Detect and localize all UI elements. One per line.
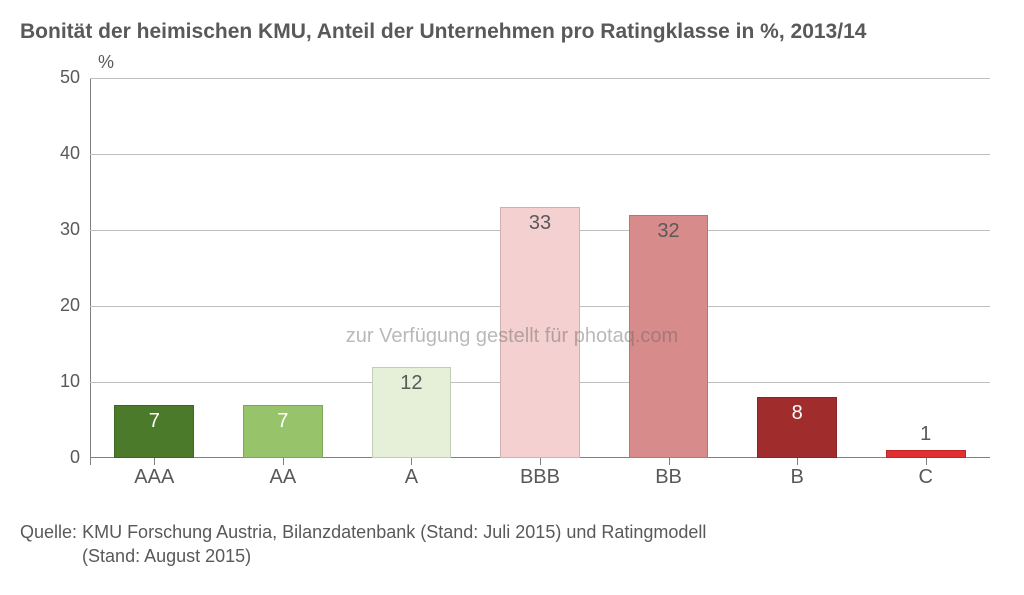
- y-axis-line: [90, 78, 91, 458]
- x-tick-mark: [283, 458, 284, 465]
- chart-title: Bonität der heimischen KMU, Anteil der U…: [20, 20, 1004, 44]
- y-tick-label: 30: [40, 219, 80, 240]
- bar-value-label: 7: [114, 410, 194, 433]
- x-tick-label: B: [733, 466, 862, 489]
- chart-container: Bonität der heimischen KMU, Anteil der U…: [0, 0, 1024, 595]
- y-tick-label: 50: [40, 67, 80, 88]
- x-tick-label: BBB: [476, 466, 605, 489]
- y-tick-label: 10: [40, 371, 80, 392]
- x-tick-mark: [540, 458, 541, 465]
- y-axis-title: %: [98, 52, 114, 73]
- x-tick-mark: [797, 458, 798, 465]
- x-tick-mark: [154, 458, 155, 465]
- x-tick-label: BB: [604, 466, 733, 489]
- plot-area: 010203040507AAA7AA12A33BBB32BB8B1C: [90, 78, 990, 458]
- source-label: Quelle:: [20, 522, 77, 542]
- y-tick-label: 0: [40, 447, 80, 468]
- source-citation: Quelle: KMU Forschung Austria, Bilanzdat…: [20, 520, 706, 569]
- x-tick-mark: [411, 458, 412, 465]
- x-tick-label: A: [347, 466, 476, 489]
- x-tick-label: AA: [219, 466, 348, 489]
- bar-value-label: 8: [757, 402, 837, 425]
- bar-bb: [629, 215, 709, 458]
- y-tick-label: 40: [40, 143, 80, 164]
- x-tick-mark: [90, 458, 91, 465]
- bar-value-label: 7: [243, 410, 323, 433]
- x-tick-label: C: [861, 466, 990, 489]
- bar-value-label: 32: [629, 220, 709, 243]
- source-line1: KMU Forschung Austria, Bilanzdatenbank (…: [82, 522, 706, 542]
- x-tick-label: AAA: [90, 466, 219, 489]
- gridline: [90, 154, 990, 155]
- bar-bbb: [500, 207, 580, 458]
- bar-value-label: 33: [500, 212, 580, 235]
- bar-value-label: 12: [372, 372, 452, 395]
- x-tick-mark: [669, 458, 670, 465]
- x-tick-mark: [926, 458, 927, 465]
- bar-value-label: 1: [886, 423, 966, 446]
- bar-c: [886, 450, 966, 458]
- source-line2: (Stand: August 2015): [82, 546, 251, 566]
- gridline: [90, 78, 990, 79]
- y-tick-label: 20: [40, 295, 80, 316]
